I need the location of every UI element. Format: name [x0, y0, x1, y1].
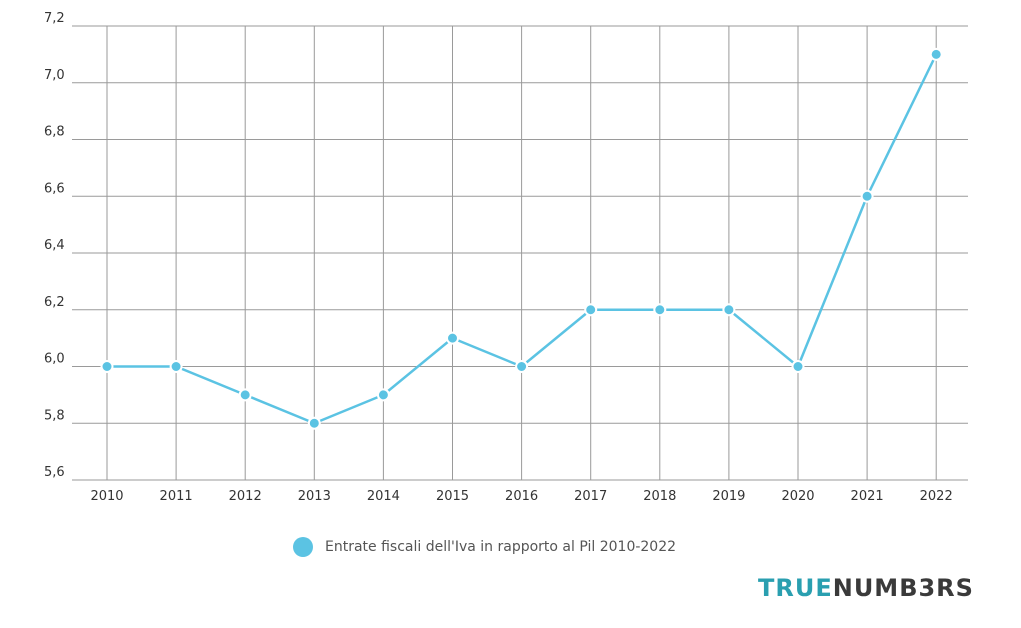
y-tick-label: 6,0: [44, 352, 65, 367]
x-tick-label: 2022: [920, 489, 953, 504]
x-axis-tick-labels: 2010 2011 2012 2013 2014 2015 2016 2017 2018 2019…: [90, 489, 952, 504]
x-tick-label: 2010: [90, 489, 123, 504]
y-tick-label: 6,2: [44, 295, 65, 310]
data-point: [653, 303, 667, 317]
legend-marker: [293, 537, 313, 557]
x-tick-label: 2015: [436, 489, 469, 504]
data-point: [929, 47, 943, 61]
horizontal-gridlines: [72, 25, 968, 481]
brand-logo: TRUENUMB3RS: [758, 574, 974, 602]
legend-label: Entrate fiscali dell'Iva in rapporto al …: [325, 539, 677, 555]
data-point: [238, 388, 252, 402]
data-point: [584, 303, 598, 317]
data-point: [515, 360, 529, 373]
y-tick-label: 7,2: [44, 11, 65, 26]
data-point: [791, 360, 805, 373]
y-tick-label: 5,8: [44, 408, 65, 423]
x-tick-label: 2018: [643, 489, 676, 504]
data-point: [100, 360, 114, 373]
y-axis-tick-labels: 5,6 5,8 6,0 6,2 6,4 6,6 6,8 7,0 7,2: [44, 11, 65, 480]
x-tick-label: 2011: [160, 489, 193, 504]
brand-logo-part-numbers: NUMB3RS: [832, 574, 974, 602]
data-point: [446, 331, 459, 345]
x-tick-label: 2016: [505, 489, 538, 504]
x-tick-label: 2019: [712, 489, 745, 504]
brand-logo-part-true: TRUE: [758, 574, 833, 602]
y-tick-label: 5,6: [44, 465, 65, 480]
data-point: [376, 388, 390, 402]
y-tick-label: 6,4: [44, 238, 65, 253]
y-tick-label: 6,6: [44, 181, 65, 196]
data-point: [169, 360, 183, 373]
y-tick-label: 6,8: [44, 125, 65, 140]
x-tick-label: 2013: [298, 489, 331, 504]
series-points: [100, 47, 943, 430]
data-point: [307, 416, 321, 430]
x-tick-label: 2021: [851, 489, 884, 504]
x-tick-label: 2017: [574, 489, 607, 504]
legend: Entrate fiscali dell'Iva in rapporto al …: [293, 537, 676, 557]
data-point: [722, 303, 736, 317]
x-tick-label: 2014: [367, 489, 400, 504]
y-tick-label: 7,0: [44, 68, 65, 83]
data-point: [860, 189, 874, 203]
x-tick-label: 2020: [781, 489, 814, 504]
vertical-gridlines: [106, 26, 937, 480]
x-tick-label: 2012: [229, 489, 262, 504]
